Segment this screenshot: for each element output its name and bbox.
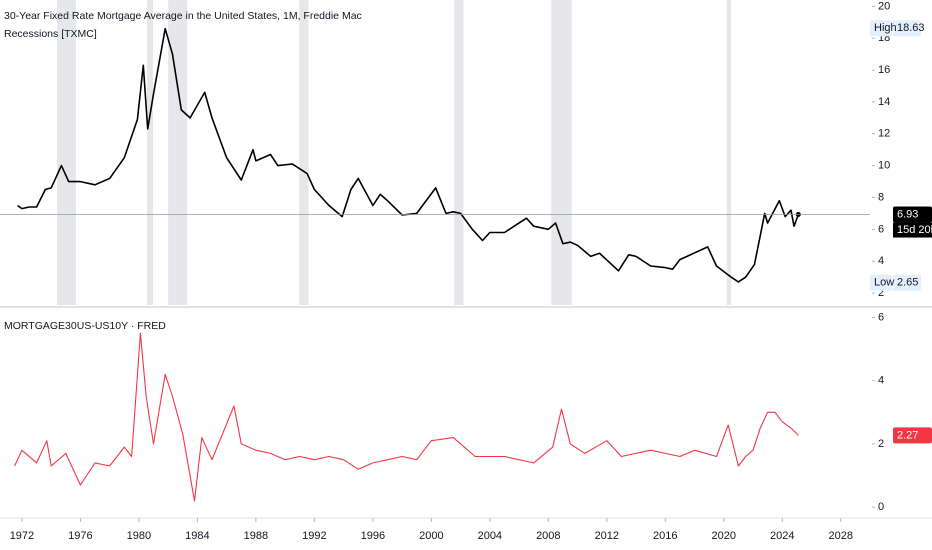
low-label-box xyxy=(870,274,892,291)
series-line xyxy=(17,27,800,283)
y-tick-label: 4 xyxy=(878,255,884,267)
recession-band xyxy=(551,0,572,305)
y-tick-label: 10 xyxy=(878,160,890,172)
x-tick-label: 1972 xyxy=(10,530,34,542)
last-value: 2.27 xyxy=(897,429,918,441)
x-tick-label: 2012 xyxy=(595,530,619,542)
series-line xyxy=(14,332,799,502)
x-tick-label: 2020 xyxy=(712,530,736,542)
x-tick-label: 1976 xyxy=(68,530,92,542)
x-tick-label: 1980 xyxy=(127,530,151,542)
x-tick-label: 1992 xyxy=(302,530,326,542)
high-label-box xyxy=(870,20,892,37)
countdown: 15d 20h xyxy=(897,224,932,236)
countdown-box xyxy=(893,222,932,238)
indicator-label: Recessions [TXMC] xyxy=(4,28,97,40)
last-value: 6.93 xyxy=(897,208,918,220)
y-tick-label: 2 xyxy=(878,438,884,450)
x-tick-label: 2000 xyxy=(419,530,443,542)
x-tick-label: 2008 xyxy=(536,530,560,542)
recession-band xyxy=(726,0,732,305)
y-tick-label: 8 xyxy=(878,191,884,203)
x-tick-label: 2028 xyxy=(829,530,853,542)
high-value: 18.63 xyxy=(897,22,925,34)
low-label: Low xyxy=(874,277,894,289)
y-tick-label: 0 xyxy=(878,501,884,513)
y-tick-label: 2 xyxy=(878,287,884,299)
x-tick-label: 1984 xyxy=(185,530,209,542)
y-tick-label: 14 xyxy=(878,96,890,108)
pane-title: MORTGAGE30US-US10Y · FRED xyxy=(4,320,166,332)
x-tick-label: 2024 xyxy=(770,530,794,542)
high-box xyxy=(893,20,921,37)
low-box xyxy=(893,274,921,291)
y-tick-label: 4 xyxy=(878,375,884,387)
recession-band xyxy=(168,0,188,305)
chart-title: 30-Year Fixed Rate Mortgage Average in t… xyxy=(4,10,362,22)
recession-band xyxy=(146,0,153,305)
last-box xyxy=(893,206,932,223)
plot-layer xyxy=(14,0,801,502)
x-tick-label: 2016 xyxy=(653,530,677,542)
y-tick-label: 16 xyxy=(878,64,890,76)
high-label: High xyxy=(874,22,897,34)
last-box xyxy=(893,427,932,444)
x-tick-label: 1988 xyxy=(244,530,268,542)
low-value: 2.65 xyxy=(897,277,918,289)
x-tick-label: 2004 xyxy=(478,530,502,542)
y-tick-label: 6 xyxy=(878,223,884,235)
y-tick-label: 12 xyxy=(878,128,890,140)
recession-band xyxy=(454,0,464,305)
recession-band xyxy=(57,0,77,305)
y-tick-label: 6 xyxy=(878,311,884,323)
x-tick-label: 1996 xyxy=(361,530,385,542)
recession-band xyxy=(299,0,309,305)
y-tick-label: 20 xyxy=(878,0,890,12)
